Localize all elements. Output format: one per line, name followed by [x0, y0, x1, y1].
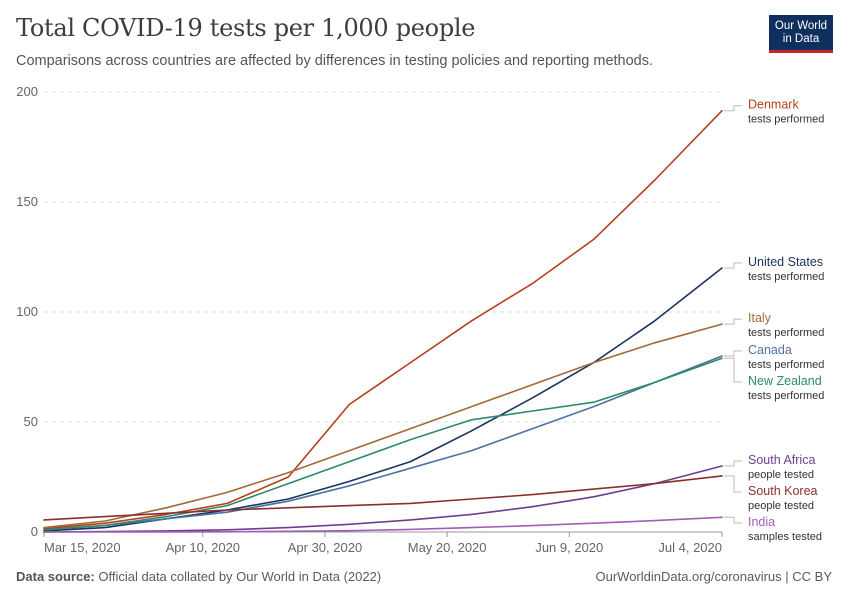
legend-label-new-zealand[interactable]: New Zealand — [748, 374, 822, 388]
series-line-south-korea[interactable] — [43, 475, 723, 521]
legend-label-united-states[interactable]: United States — [748, 255, 823, 269]
legend-connector-new-zealand — [724, 357, 742, 383]
legend-sublabel-denmark: tests performed — [748, 114, 824, 126]
legend-connector-united-states — [724, 262, 742, 269]
legend-sublabel-new-zealand: tests performed — [748, 390, 824, 402]
series-line-canada[interactable] — [43, 355, 723, 531]
data-source: Data source: Official data collated by O… — [16, 569, 381, 584]
legend-sublabel-south-africa: people tested — [748, 469, 814, 481]
x-tick-label: Apr 10, 2020 — [166, 540, 240, 555]
y-tick-label: 50 — [24, 414, 38, 429]
y-tick-label: 200 — [16, 84, 38, 99]
x-tick-label: Jun 9, 2020 — [535, 540, 603, 555]
logo-line-1: Our World — [774, 20, 828, 32]
legend-connector-denmark — [724, 105, 742, 112]
legend-label-south-korea[interactable]: South Korea — [748, 484, 818, 498]
legend-connector-south-korea — [724, 475, 742, 493]
series-line-india[interactable] — [43, 516, 723, 533]
legend-label-india[interactable]: India — [748, 515, 775, 529]
data-source-label: Data source: — [16, 569, 95, 584]
y-tick-label: 100 — [16, 304, 38, 319]
legend-sublabel-india: samples tested — [748, 531, 822, 543]
legend-layer: Denmark tests performed United States tests… — [724, 98, 824, 543]
legend-label-canada[interactable]: Canada — [748, 343, 792, 357]
legend-label-denmark[interactable]: Denmark — [748, 98, 799, 112]
legend-connector-italy — [724, 318, 742, 325]
legend-connector-canada — [724, 350, 742, 357]
legend-connector-south-africa — [724, 460, 742, 467]
legend-sublabel-canada: tests performed — [748, 359, 824, 371]
data-source-text: Official data collated by Our World in D… — [98, 569, 382, 584]
lines-layer — [43, 109, 723, 533]
x-tick-label: Mar 15, 2020 — [44, 540, 121, 555]
legend-sublabel-south-korea: people tested — [748, 500, 814, 512]
series-line-new-zealand[interactable] — [43, 357, 723, 531]
x-tick-label: May 20, 2020 — [408, 540, 487, 555]
x-tick-label: Jul 4, 2020 — [658, 540, 722, 555]
legend-connector-india — [724, 516, 742, 524]
series-line-denmark[interactable] — [43, 109, 723, 530]
line-chart: 0 50 100 150 200 Mar 15, 2020 Apr 10, 2020 Apr … — [16, 84, 824, 555]
y-tick-label: 150 — [16, 194, 38, 209]
series-line-south-africa[interactable] — [43, 465, 723, 533]
legend-sublabel-united-states: tests performed — [748, 271, 824, 283]
legend-sublabel-italy: tests performed — [748, 327, 824, 339]
grid-layer — [44, 91, 722, 423]
legend-label-south-africa[interactable]: South Africa — [748, 453, 815, 467]
chart-title: Total COVID-19 tests per 1,000 people — [16, 14, 476, 42]
chart-subtitle: Comparisons across countries are affecte… — [16, 53, 654, 69]
attribution-link[interactable]: OurWorldinData.org/coronavirus | CC BY — [595, 569, 832, 584]
owid-logo[interactable]: Our World in Data — [769, 15, 833, 53]
legend-label-italy[interactable]: Italy — [748, 311, 772, 325]
logo-line-2: in Data — [782, 33, 820, 45]
axis-layer: 0 50 100 150 200 Mar 15, 2020 Apr 10, 2020 Apr … — [16, 84, 723, 555]
x-tick-label: Apr 30, 2020 — [288, 540, 362, 555]
y-tick-label: 0 — [31, 524, 38, 539]
series-line-italy[interactable] — [43, 323, 723, 529]
